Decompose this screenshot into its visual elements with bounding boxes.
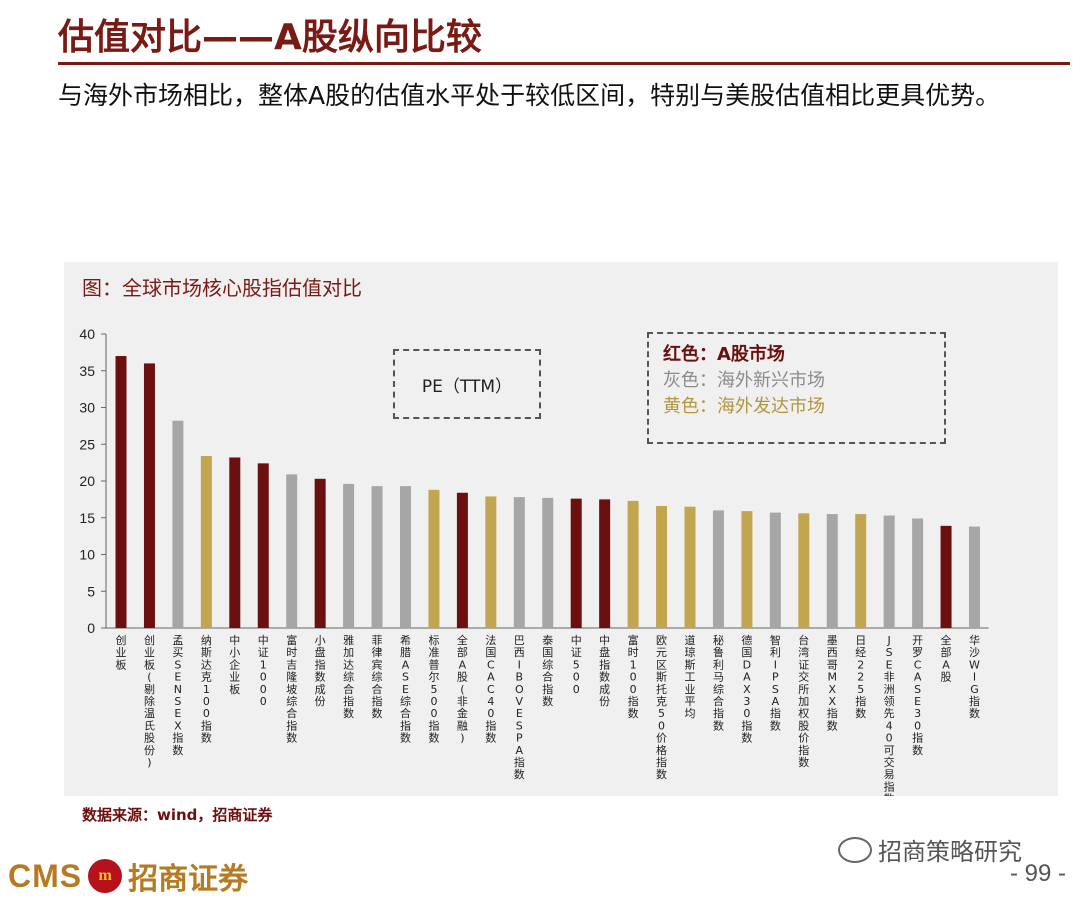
y-tick-label: 25	[79, 436, 95, 452]
bar	[314, 478, 326, 628]
x-tick-label: 智利 I P S A 指数	[770, 633, 781, 732]
metric-label: PE（TTM）	[421, 376, 513, 397]
bar	[855, 514, 867, 628]
intro-text: 与海外市场相比，整体A股的估值水平处于较低区间，特别与美股估值相比更具优势。	[58, 81, 1001, 110]
y-tick-label: 30	[79, 400, 95, 416]
x-tick-label: 泰国综合指数	[542, 633, 553, 708]
x-tick-label: 创业板	[116, 634, 127, 671]
x-tick-label: JSE非洲领先40可交易指数	[884, 634, 895, 796]
x-tick-label: 雅加达综合指数	[343, 633, 354, 720]
x-tick-label: 秘鲁利马综合指数	[713, 633, 724, 732]
bar	[542, 497, 554, 628]
y-tick-label: 15	[79, 510, 95, 526]
y-tick-label: 35	[79, 363, 95, 379]
legend-gray: 灰色：海外新兴市场	[663, 370, 825, 391]
x-tick-label: 欧元区斯托克 5 0 价格指数	[656, 634, 667, 781]
legend-red: 红色：A股市场	[663, 344, 785, 365]
bar	[229, 457, 241, 628]
bar	[371, 486, 383, 628]
x-tick-label: 创业板(剔除温氏股份)	[144, 634, 155, 769]
pe-bar-chart: 0 5 10 15 20 25 30 35 40 创业板 创业板(剔除温氏股份) 孟买 S E N S E X 指数…	[79, 326, 989, 796]
wechat-icon	[838, 836, 872, 863]
bar	[570, 498, 582, 628]
bar	[940, 525, 952, 628]
x-tick-label: 中证 1 0 0 0	[258, 634, 269, 708]
title-divider	[58, 62, 1070, 65]
bar	[769, 512, 781, 628]
bar	[456, 492, 468, 628]
data-source: 数据来源：wind，招商证券	[82, 806, 273, 824]
x-tick-label: 富时 1 0 0 指数	[628, 633, 639, 720]
logo-mark-icon: m	[88, 859, 123, 893]
bar	[627, 500, 639, 628]
x-tick-label: 华沙 W I G 指数	[969, 633, 980, 720]
x-tick-label: 中盘指数成份	[599, 634, 610, 708]
bar	[200, 456, 212, 628]
page-number: - 99 -	[1009, 860, 1066, 887]
page-title: 估值对比——A股纵向比较	[58, 17, 482, 58]
bar	[485, 496, 497, 628]
logo-cms-text: CMS	[8, 857, 83, 894]
bar	[286, 474, 298, 628]
x-tick-label: 中证 5 0 0	[571, 634, 582, 696]
wechat-account: 招商策略研究	[838, 832, 1022, 867]
bar	[257, 463, 269, 628]
x-tick-label: 日经 2 2 5 指数	[855, 634, 866, 720]
y-tick-label: 40	[79, 326, 95, 342]
bar	[599, 499, 611, 628]
y-tick-label: 10	[79, 547, 95, 563]
x-tick-label: 希腊 A S E 综合指数	[400, 633, 411, 745]
bar	[143, 363, 155, 628]
x-tick-label: 小盘指数成份	[315, 634, 326, 708]
x-tick-label: 墨西哥 M X X 指数	[827, 634, 838, 732]
bar	[712, 510, 724, 628]
bar	[115, 356, 127, 628]
bar	[656, 505, 668, 628]
y-tick-label: 0	[87, 620, 95, 636]
x-tick-label: 全部 A 股	[941, 633, 952, 684]
bar	[400, 486, 411, 628]
chart-caption: 图：全球市场核心股指估值对比	[82, 276, 362, 300]
x-tick-label: 富时吉隆坡综合指数	[286, 633, 297, 745]
legend-gold: 黄色：海外发达市场	[663, 396, 825, 417]
x-tick-label: 标准普尔 5 0 0 指数	[428, 633, 439, 745]
bar	[883, 515, 895, 628]
x-tick-label: 孟买 S E N S E X 指数	[172, 634, 183, 757]
wechat-name: 招商策略研究	[878, 838, 1022, 866]
y-tick-label: 20	[79, 473, 95, 489]
x-tick-label: 法国 C A C 4 0 指数	[485, 633, 496, 745]
x-tick-label: 巴西 I B O V E S P A 指数	[514, 634, 525, 781]
bar	[684, 506, 696, 628]
x-tick-label: 全部 A 股(非金融)	[457, 633, 468, 745]
bar	[969, 526, 980, 628]
bar	[912, 518, 924, 628]
x-tick-label: 台湾证交所加权股价指数	[798, 633, 809, 769]
bar	[428, 489, 440, 628]
bar	[826, 514, 838, 628]
bar	[798, 513, 810, 628]
x-tick-label: 道琼斯工业平均	[685, 633, 696, 720]
color-legend: 红色：A股市场 灰色：海外新兴市场 黄色：海外发达市场	[647, 332, 946, 444]
bar	[741, 511, 753, 628]
logo-cn-text: 招商证券	[128, 862, 249, 897]
y-tick-label: 5	[87, 583, 95, 599]
bar	[343, 483, 355, 628]
x-tick-label: 纳斯达克 1 0 0 指数	[201, 634, 212, 745]
x-tick-label: 中小企业板	[229, 634, 240, 696]
company-logo: CMS m 招商证券	[8, 854, 248, 898]
metric-label-box: PE（TTM）	[393, 349, 541, 419]
x-tick-label: 德国 D A X 3 0 指数	[741, 633, 752, 745]
bar	[172, 420, 184, 628]
x-tick-label: 菲律宾综合指数	[372, 634, 383, 720]
bar	[513, 497, 525, 628]
x-tick-label: 开罗 C A S E 3 0 指数	[912, 634, 923, 757]
